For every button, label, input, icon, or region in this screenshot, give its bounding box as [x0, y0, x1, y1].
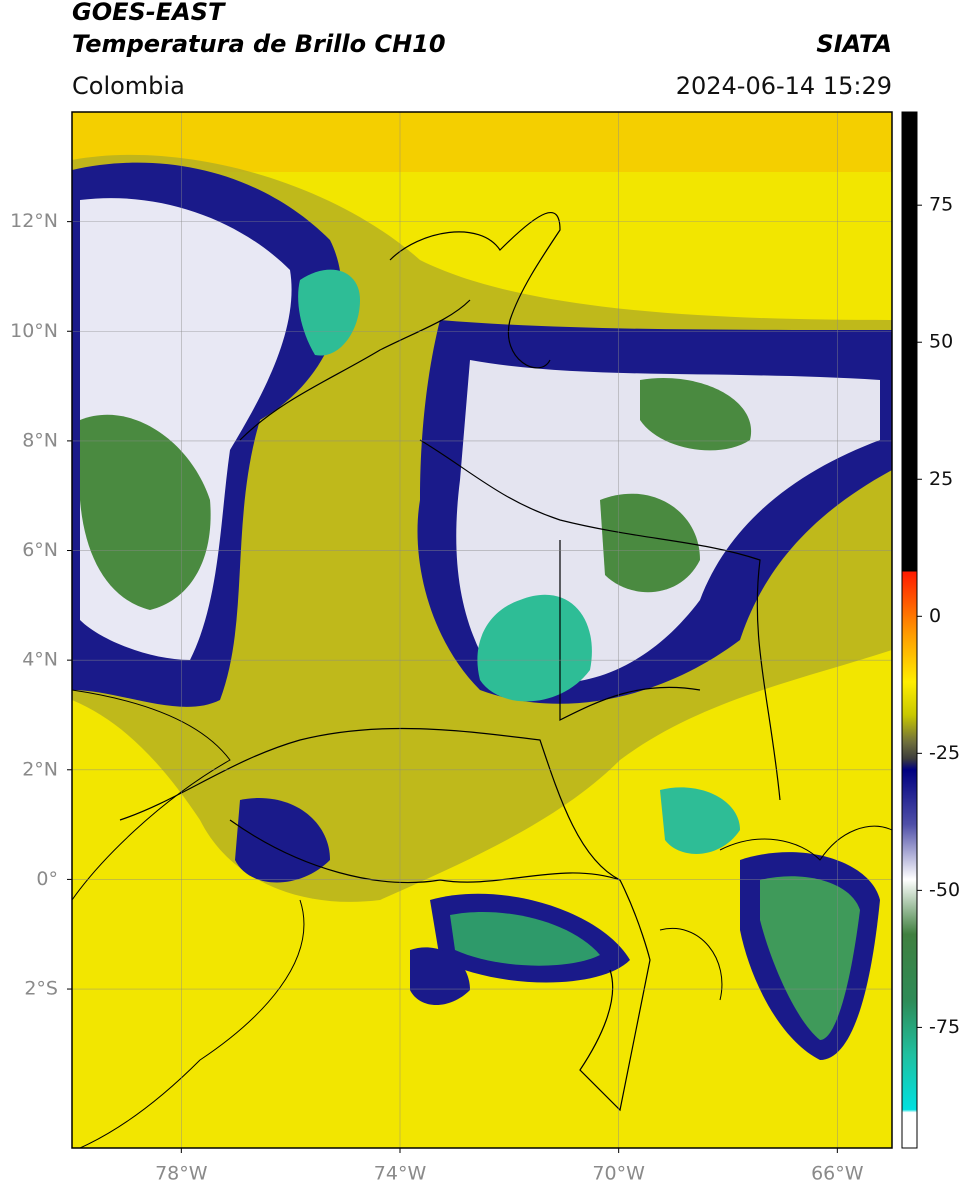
title: GOES-EAST: [72, 0, 226, 26]
subtitle: Temperatura de Brillo CH10: [72, 30, 446, 58]
y-tick-label: 10°N: [10, 320, 58, 342]
colorbar-tick-label: -50: [929, 879, 960, 901]
map-frame: [71, 111, 893, 1149]
colorbar-tick-label: 75: [929, 194, 953, 216]
graticule: [72, 112, 892, 1148]
y-tick-label: 12°N: [10, 210, 58, 232]
region: Colombia: [72, 72, 185, 100]
y-tick-label: 2°S: [24, 978, 58, 1000]
y-tick-label: 2°N: [22, 758, 58, 780]
y-tick-label: 4°N: [22, 649, 58, 671]
colorbar-tick-label: 50: [929, 331, 953, 353]
x-tick-label: 70°W: [592, 1163, 645, 1185]
colorbar: [901, 111, 918, 1149]
x-tick-label: 74°W: [374, 1163, 427, 1185]
y-tick-label: 0°: [36, 868, 58, 890]
x-tick-label: 66°W: [811, 1163, 864, 1185]
source: SIATA: [816, 30, 892, 58]
colorbar-tick-label: -75: [929, 1016, 960, 1038]
colorbar-tick-label: -25: [929, 742, 960, 764]
y-tick-label: 8°N: [22, 429, 58, 451]
x-tick-label: 78°W: [155, 1163, 208, 1185]
datetime: 2024-06-14 15:29: [676, 72, 892, 100]
colorbar-tick-label: 0: [929, 605, 941, 627]
satellite-image: [72, 112, 892, 1148]
y-tick-label: 6°N: [22, 539, 58, 561]
colorbar-tick-label: 25: [929, 468, 953, 490]
